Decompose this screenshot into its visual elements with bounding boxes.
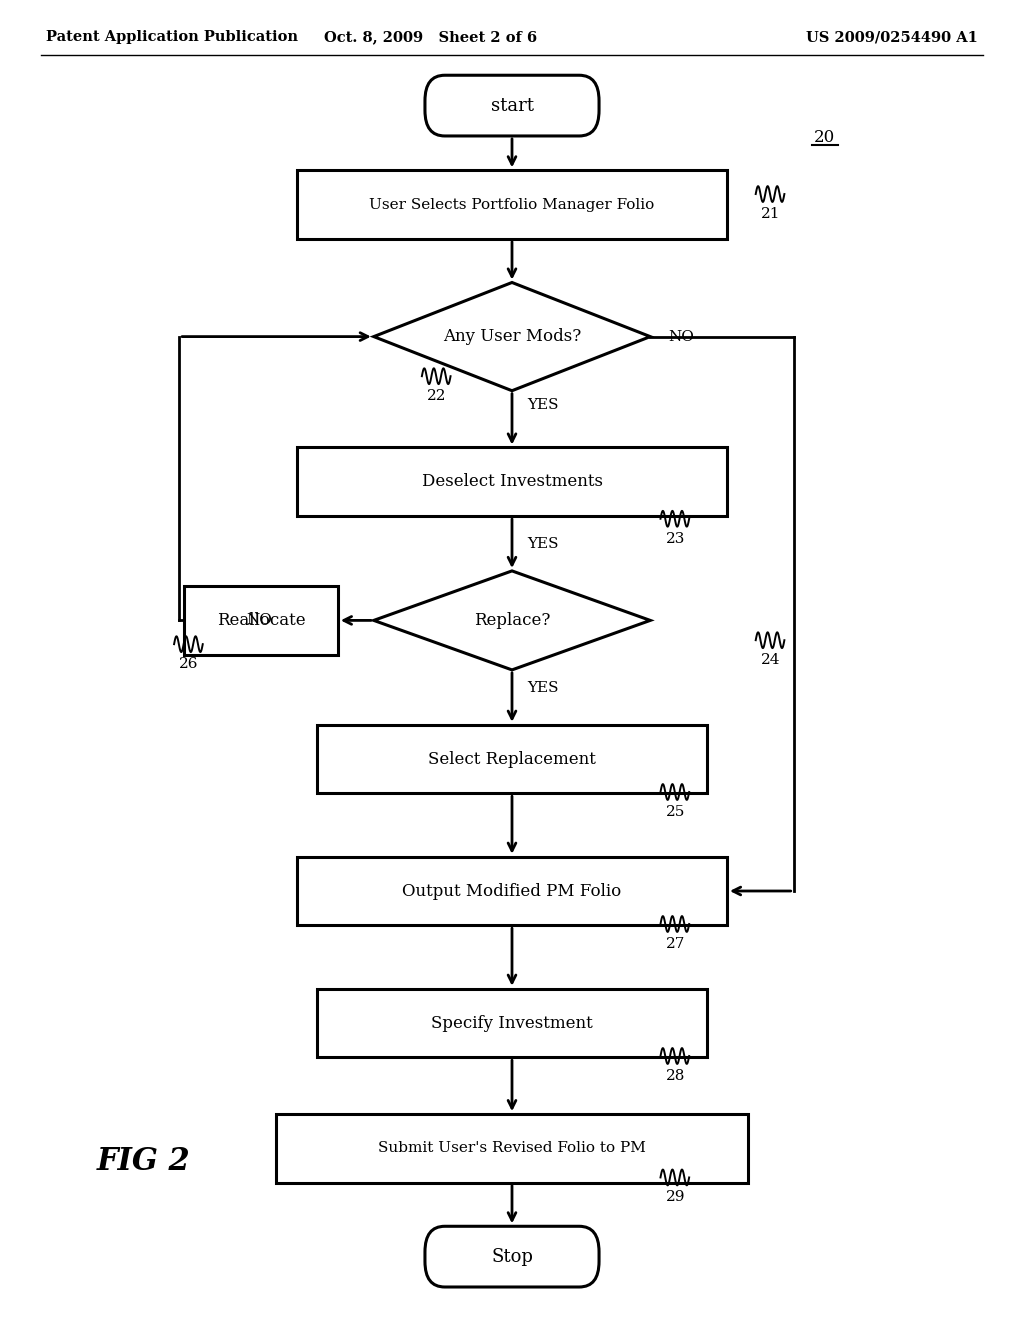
FancyBboxPatch shape — [317, 989, 707, 1057]
Text: 25: 25 — [666, 805, 685, 818]
Text: Stop: Stop — [492, 1247, 532, 1266]
Text: 22: 22 — [427, 389, 446, 403]
Text: Patent Application Publication: Patent Application Publication — [46, 30, 298, 45]
Text: Select Replacement: Select Replacement — [428, 751, 596, 767]
Text: 21: 21 — [761, 207, 780, 220]
FancyBboxPatch shape — [317, 725, 707, 793]
Text: start: start — [490, 96, 534, 115]
FancyBboxPatch shape — [184, 586, 338, 655]
Text: Any User Mods?: Any User Mods? — [442, 329, 582, 345]
Text: 29: 29 — [666, 1191, 685, 1204]
Text: Submit User's Revised Folio to PM: Submit User's Revised Folio to PM — [378, 1142, 646, 1155]
Text: FIG 2: FIG 2 — [96, 1146, 190, 1177]
Text: 24: 24 — [761, 653, 780, 667]
Text: YES: YES — [527, 681, 559, 694]
Polygon shape — [374, 282, 650, 391]
Text: Reallocate: Reallocate — [217, 612, 305, 628]
Text: NO: NO — [246, 614, 271, 627]
Text: Output Modified PM Folio: Output Modified PM Folio — [402, 883, 622, 899]
FancyBboxPatch shape — [276, 1114, 748, 1183]
Text: Specify Investment: Specify Investment — [431, 1015, 593, 1031]
Polygon shape — [374, 570, 650, 671]
Text: 20: 20 — [814, 129, 836, 145]
FancyBboxPatch shape — [425, 1226, 599, 1287]
Text: YES: YES — [527, 399, 559, 412]
Text: YES: YES — [527, 537, 559, 550]
Text: NO: NO — [669, 330, 694, 343]
Text: Oct. 8, 2009   Sheet 2 of 6: Oct. 8, 2009 Sheet 2 of 6 — [324, 30, 537, 45]
FancyBboxPatch shape — [297, 170, 727, 239]
FancyBboxPatch shape — [297, 857, 727, 925]
Text: 23: 23 — [666, 532, 685, 545]
Text: 26: 26 — [179, 657, 199, 671]
Text: User Selects Portfolio Manager Folio: User Selects Portfolio Manager Folio — [370, 198, 654, 211]
FancyBboxPatch shape — [425, 75, 599, 136]
Text: Replace?: Replace? — [474, 612, 550, 628]
Text: US 2009/0254490 A1: US 2009/0254490 A1 — [806, 30, 978, 45]
Text: Deselect Investments: Deselect Investments — [422, 474, 602, 490]
FancyBboxPatch shape — [297, 447, 727, 516]
Text: 28: 28 — [666, 1069, 685, 1082]
Text: 27: 27 — [666, 937, 685, 950]
